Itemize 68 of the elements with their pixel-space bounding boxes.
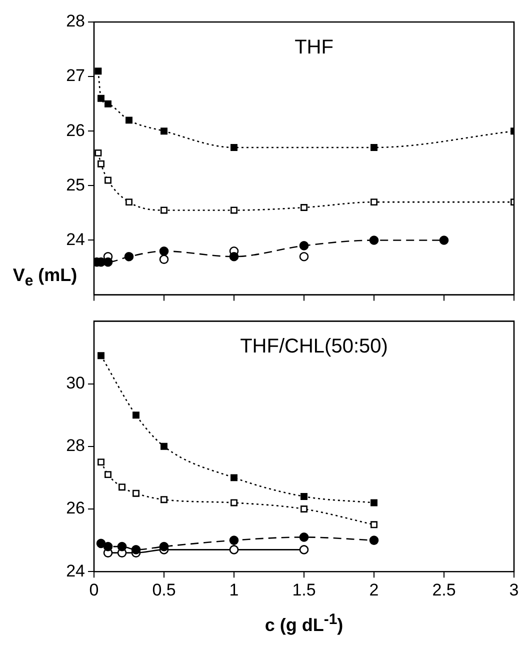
point bbox=[370, 198, 378, 206]
point bbox=[300, 493, 308, 500]
x-tick-label: 1 bbox=[229, 580, 239, 600]
y-tick-label: 28 bbox=[66, 12, 85, 31]
point bbox=[159, 542, 169, 552]
point bbox=[117, 542, 127, 552]
x-axis-title: c (g dL$^{-1}$) bbox=[264, 610, 344, 637]
point bbox=[126, 116, 132, 124]
point bbox=[300, 506, 308, 512]
point bbox=[104, 176, 112, 184]
point bbox=[103, 542, 113, 552]
x-tick-label: 0.5 bbox=[152, 580, 176, 600]
x-tick-label: 3 bbox=[509, 580, 519, 600]
point bbox=[229, 536, 239, 545]
y-axis-title: V$_{e}$ (mL) bbox=[12, 264, 78, 292]
point bbox=[98, 94, 104, 102]
point bbox=[300, 204, 308, 211]
point bbox=[94, 68, 102, 75]
y-tick-label: 30 bbox=[66, 373, 85, 392]
x-tick-label: 1.5 bbox=[292, 580, 316, 600]
point bbox=[104, 100, 112, 108]
point bbox=[439, 236, 449, 245]
point bbox=[96, 538, 106, 548]
x-tick-label: 2 bbox=[369, 580, 379, 600]
point bbox=[230, 206, 238, 214]
point bbox=[132, 490, 140, 497]
y-tick-label: 26 bbox=[66, 498, 85, 518]
point bbox=[98, 458, 104, 466]
point bbox=[299, 545, 309, 554]
point bbox=[98, 160, 104, 168]
point bbox=[299, 532, 309, 542]
point bbox=[160, 442, 168, 450]
y-tick-label: 28 bbox=[66, 436, 85, 456]
point bbox=[131, 545, 141, 554]
y-tick-label: 27 bbox=[66, 66, 85, 86]
point bbox=[299, 241, 309, 250]
x-tick-label: 0 bbox=[89, 580, 99, 600]
text: THF bbox=[294, 36, 334, 59]
point bbox=[160, 496, 168, 504]
y-tick-label: 24 bbox=[66, 230, 85, 249]
point bbox=[230, 499, 238, 506]
point bbox=[229, 252, 239, 262]
point bbox=[94, 149, 102, 156]
point bbox=[103, 257, 113, 267]
point bbox=[124, 252, 134, 262]
point bbox=[229, 545, 239, 554]
x-tick-label: 2.5 bbox=[432, 580, 456, 600]
point bbox=[369, 536, 379, 545]
point bbox=[230, 474, 238, 482]
point bbox=[159, 254, 169, 264]
y-tick-label: 26 bbox=[66, 120, 85, 140]
point bbox=[160, 128, 168, 135]
y-tick-label: 25 bbox=[66, 175, 85, 194]
point bbox=[132, 412, 140, 419]
y-tick-label: 24 bbox=[66, 561, 85, 580]
point bbox=[126, 198, 132, 206]
point bbox=[118, 484, 126, 491]
point bbox=[370, 521, 378, 528]
point bbox=[160, 206, 168, 214]
point bbox=[370, 144, 378, 151]
point bbox=[230, 144, 238, 151]
point bbox=[104, 471, 112, 478]
point bbox=[98, 352, 104, 360]
point bbox=[369, 236, 379, 245]
text: THF/CHL(50:50) bbox=[240, 336, 388, 358]
point bbox=[299, 252, 309, 262]
point bbox=[370, 499, 378, 506]
point bbox=[159, 246, 169, 256]
